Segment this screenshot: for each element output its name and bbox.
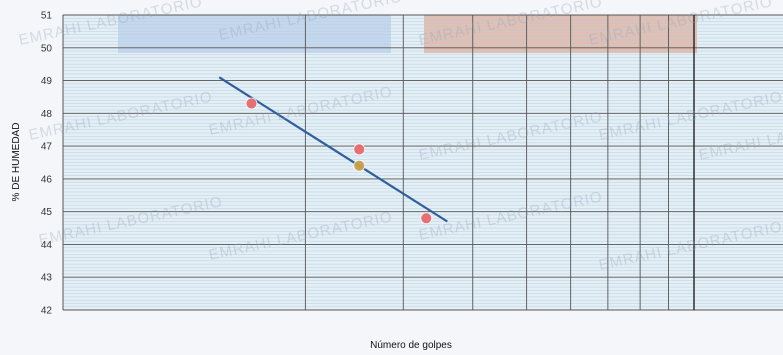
y-tick-label: 45 — [41, 207, 53, 218]
trendline — [218, 76, 448, 223]
y-tick-label: 51 — [41, 11, 53, 22]
y-axis-ticks: 42 43 44 45 46 47 48 49 50 51 — [41, 11, 53, 317]
major-grid — [62, 14, 783, 311]
y-tick-label: 43 — [41, 273, 53, 284]
data-point — [420, 212, 433, 225]
y-tick-label: 47 — [41, 142, 53, 153]
x-axis-label: Número de golpes — [370, 340, 452, 351]
y-tick-label: 42 — [41, 306, 53, 317]
data-points — [245, 97, 433, 225]
y-tick-label: 44 — [41, 240, 53, 251]
y-tick-label: 49 — [41, 76, 53, 87]
y-tick-label: 50 — [41, 43, 53, 54]
data-point — [245, 97, 258, 110]
fine-grid — [63, 14, 783, 311]
y-tick-label: 48 — [41, 109, 53, 120]
data-point — [353, 159, 366, 172]
y-axis-label: % DE HUMEDAD — [11, 123, 22, 202]
data-point — [353, 143, 366, 156]
y-tick-label: 46 — [41, 174, 53, 185]
